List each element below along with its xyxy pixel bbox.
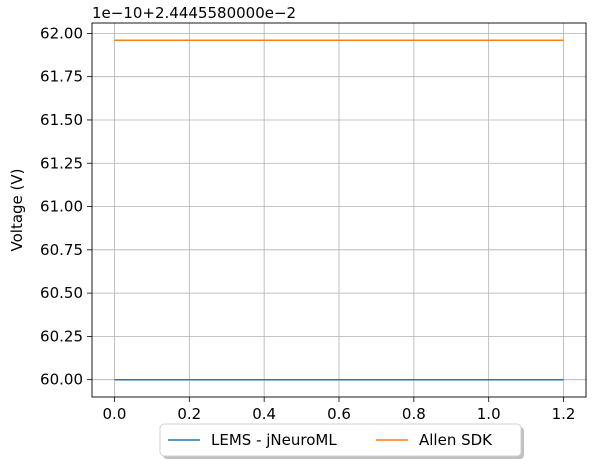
x-tick-label: 1.0	[477, 405, 501, 423]
y-tick-label: 61.75	[40, 68, 83, 86]
y-tick-label: 60.00	[40, 371, 83, 389]
y-tick-label: 61.25	[40, 154, 83, 172]
y-tick-label: 60.75	[40, 241, 83, 259]
y-axis-label: Voltage (V)	[8, 169, 26, 252]
x-tick-label: 0.6	[327, 405, 351, 423]
legend-box	[159, 423, 522, 457]
y-tick-label: 61.00	[40, 198, 83, 216]
legend-label-1: Allen SDK	[419, 431, 493, 449]
y-tick-label: 62.00	[40, 24, 83, 42]
x-axis: 0.0 0.2 0.4 0.6 0.8 1.0 1.2	[103, 397, 576, 423]
y-tick-label: 60.25	[40, 327, 83, 345]
legend: LEMS - jNeuroML Allen SDK	[159, 423, 524, 459]
x-tick-label: 0.2	[177, 405, 201, 423]
y-tick-label: 60.50	[40, 284, 83, 302]
legend-label-0: LEMS - jNeuroML	[211, 431, 337, 449]
x-tick-label: 0.8	[402, 405, 426, 423]
axis-offset-text: 1e−10+2.4445580000e−2	[92, 4, 296, 22]
x-tick-label: 1.2	[552, 405, 576, 423]
x-tick-label: 0.4	[252, 405, 276, 423]
grid-lines	[92, 23, 586, 397]
series-lines	[114, 39, 564, 381]
y-tick-label: 61.50	[40, 111, 83, 129]
y-axis: 60.00 60.25 60.50 60.75 61.00 61.25 61.50 61.75…	[40, 24, 92, 389]
x-tick-label: 0.0	[103, 405, 127, 423]
